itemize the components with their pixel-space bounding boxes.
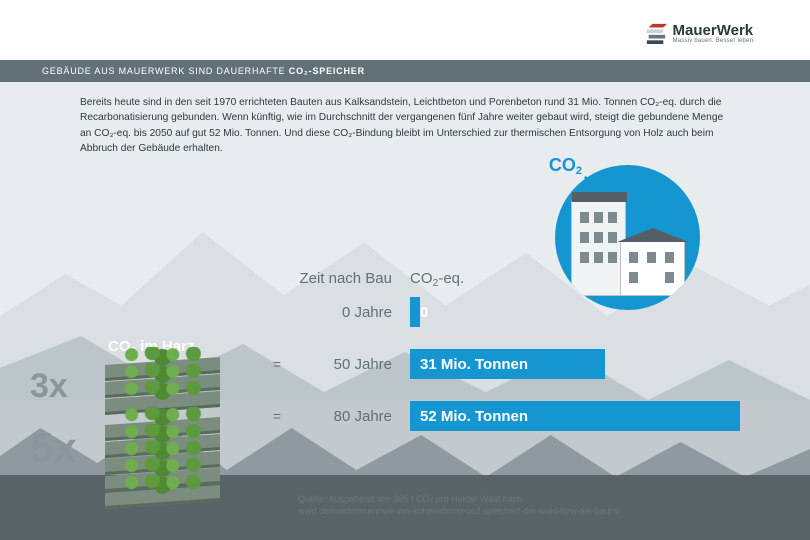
table-row: = 80 Jahre 52 Mio. Tonnen <box>268 401 760 431</box>
brand-logo: MauerWerk Massiv bauen. Besser leben. <box>645 22 755 44</box>
equals-sign: = <box>268 408 286 424</box>
source-line1: Quelle: Ausgehend von 385 t CO₂ pro Hekt… <box>298 494 522 504</box>
time-cell: 0 Jahre <box>286 304 410 321</box>
title-highlight: CO₂-SPEICHER <box>289 66 365 76</box>
time-cell: 80 Jahre <box>286 408 410 425</box>
source-note: Quelle: Ausgehend von 385 t CO₂ pro Hekt… <box>298 493 750 518</box>
multiplier-5x: 5x <box>30 424 77 472</box>
multiplier-column: 3x 5x <box>30 345 77 472</box>
brand-name: MauerWerk <box>673 23 755 38</box>
bar-0: 0 <box>410 297 420 327</box>
equals-sign: = <box>268 356 286 372</box>
th-time: Zeit nach Bau <box>268 270 410 287</box>
header: MauerWerk Massiv bauen. Besser leben. <box>0 0 810 60</box>
time-cell: 50 Jahre <box>286 356 410 373</box>
intro-paragraph: Bereits heute sind in den seit 1970 erri… <box>80 95 730 156</box>
bar-2: 52 Mio. Tonnen <box>410 401 740 431</box>
table-row: = 50 Jahre 31 Mio. Tonnen <box>268 349 760 379</box>
forest-tile-icon <box>105 481 220 505</box>
co2-marker: CO2 <box>549 155 582 176</box>
co2-table: Zeit nach Bau CO2-eq. 0 Jahre 0 = 50 Jah… <box>268 270 760 453</box>
table-row: 0 Jahre 0 <box>268 297 760 327</box>
forest-stack-5 <box>105 420 220 505</box>
logo-mark-icon <box>645 22 667 44</box>
title-bar: GEBÄUDE AUS MAUERWERK SIND DAUERHAFTE CO… <box>0 60 810 82</box>
title-prefix: GEBÄUDE AUS MAUERWERK SIND DAUERHAFTE <box>42 66 289 76</box>
th-co2: CO2-eq. <box>410 270 464 287</box>
multiplier-3x: 3x <box>30 367 77 406</box>
bar-1: 31 Mio. Tonnen <box>410 349 605 379</box>
source-line2: wald.de/waldwissen/wie-viel-kohlendioxid… <box>298 506 620 516</box>
brand-tagline: Massiv bauen. Besser leben. <box>673 38 755 44</box>
forest-stack-3 <box>105 360 220 411</box>
table-header: Zeit nach Bau CO2-eq. <box>268 270 760 287</box>
